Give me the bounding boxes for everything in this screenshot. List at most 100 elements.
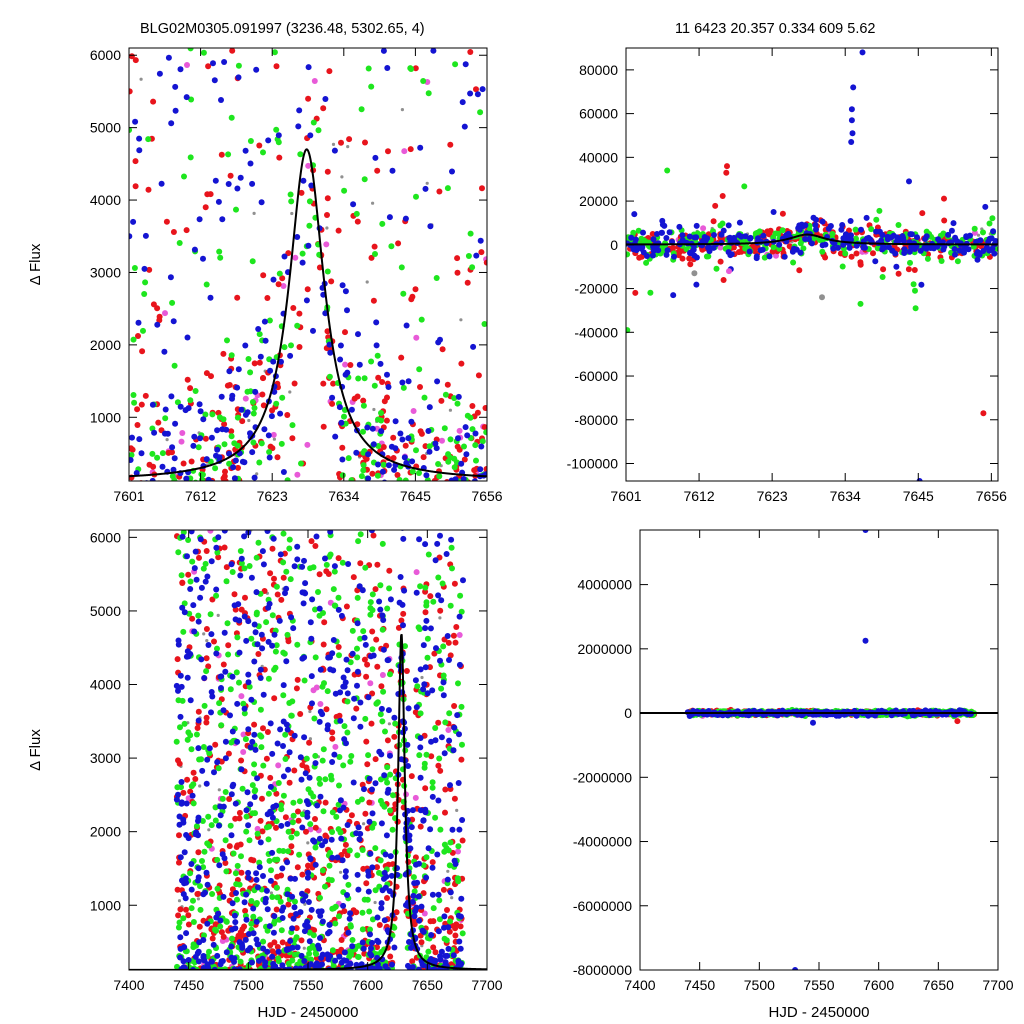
data-point-blue — [373, 319, 380, 326]
data-point-green — [281, 344, 288, 351]
data-point-red — [259, 391, 266, 398]
data-point-blue — [384, 966, 391, 970]
data-point-blue — [269, 849, 276, 856]
data-point-blue — [389, 167, 396, 174]
data-point-blue — [411, 913, 418, 920]
data-point-green — [320, 746, 327, 753]
data-point-green — [354, 798, 361, 805]
data-point-blue — [267, 720, 274, 727]
data-point-magenta — [445, 727, 452, 733]
data-point-red — [372, 756, 379, 763]
data-point-red — [452, 925, 459, 932]
data-point-green — [447, 436, 454, 443]
data-point-blue — [271, 388, 278, 395]
data-point-blue — [268, 413, 275, 420]
data-point-green — [292, 898, 298, 905]
data-point-blue — [179, 533, 186, 540]
data-point-magenta — [700, 225, 707, 232]
data-point-green — [319, 867, 326, 874]
data-point-green — [269, 894, 276, 900]
data-point-blue — [951, 246, 958, 252]
data-point-red — [324, 328, 331, 335]
data-point-green — [280, 530, 287, 537]
data-point-blue — [319, 918, 326, 925]
data-point-blue — [372, 780, 379, 787]
x-tick-label: 7601 — [113, 488, 144, 504]
data-point-green — [175, 549, 182, 556]
data-point-green — [298, 460, 304, 467]
data-point-red — [420, 454, 427, 461]
data-point-green — [436, 916, 443, 923]
data-point-blue — [477, 237, 484, 244]
data-point-blue — [287, 875, 294, 882]
data-point-red — [289, 435, 296, 442]
data-point-blue — [135, 319, 142, 326]
data-point-red — [338, 139, 344, 146]
data-point-gray — [400, 108, 404, 112]
data-point-blue — [776, 241, 783, 248]
data-point-blue — [422, 664, 429, 671]
data-point-green — [246, 563, 253, 569]
data-point-blue — [413, 704, 420, 711]
data-point-green — [713, 265, 720, 272]
data-point-blue — [182, 875, 189, 882]
data-point-green — [455, 878, 462, 885]
data-point-magenta — [207, 530, 214, 534]
data-point-blue — [270, 276, 277, 283]
data-point-blue — [375, 461, 381, 468]
data-point-green — [923, 228, 930, 235]
data-point-red — [436, 188, 443, 195]
data-point-blue — [260, 691, 267, 698]
data-point-magenta — [367, 680, 374, 687]
data-point-blue — [434, 540, 441, 547]
data-point-blue — [294, 944, 301, 951]
data-point-red — [274, 454, 281, 461]
data-point-blue — [307, 132, 314, 139]
data-point-blue — [254, 775, 261, 782]
data-point-green — [273, 400, 280, 407]
data-point-green — [256, 459, 263, 466]
data-point-blue — [441, 913, 448, 920]
data-point-red — [432, 949, 439, 956]
data-point-green — [378, 776, 384, 783]
data-point-green — [372, 845, 379, 852]
data-point-blue — [231, 912, 238, 919]
data-point-green — [228, 739, 235, 746]
data-point-green — [250, 439, 257, 446]
data-point-blue — [432, 557, 439, 564]
model-curve — [129, 148, 487, 478]
data-point-blue — [250, 930, 257, 937]
data-point-blue — [265, 432, 272, 439]
data-point-blue — [265, 137, 272, 144]
data-point-magenta — [323, 241, 330, 248]
data-point-red — [444, 381, 451, 388]
data-point-green — [379, 718, 386, 725]
data-point-gray — [446, 869, 450, 873]
data-point-blue — [220, 893, 227, 900]
data-point-blue — [449, 826, 456, 833]
data-point-red — [400, 610, 407, 617]
data-point-blue — [156, 70, 163, 77]
data-point-green — [360, 462, 367, 469]
data-point-green — [770, 244, 777, 251]
data-point-green — [278, 927, 285, 934]
data-point-red — [225, 750, 232, 757]
y-tick-label: 60000 — [579, 106, 618, 122]
data-point-red — [195, 890, 202, 897]
data-point-blue — [372, 154, 379, 161]
data-point-blue — [676, 223, 683, 230]
data-point-blue — [349, 650, 356, 657]
data-point-red — [184, 376, 191, 383]
data-point-green — [218, 722, 225, 729]
data-point-blue — [397, 574, 404, 580]
y-tick-label: 6000 — [90, 47, 121, 63]
data-point-green — [359, 909, 366, 916]
y-tick-label: -40000 — [574, 324, 618, 340]
data-point-red — [445, 639, 452, 646]
data-point-red — [369, 690, 376, 697]
data-point-blue — [206, 745, 213, 752]
data-point-green — [260, 149, 266, 156]
data-point-blue — [300, 177, 307, 184]
data-point-blue — [203, 456, 210, 463]
data-point-blue — [195, 865, 202, 872]
